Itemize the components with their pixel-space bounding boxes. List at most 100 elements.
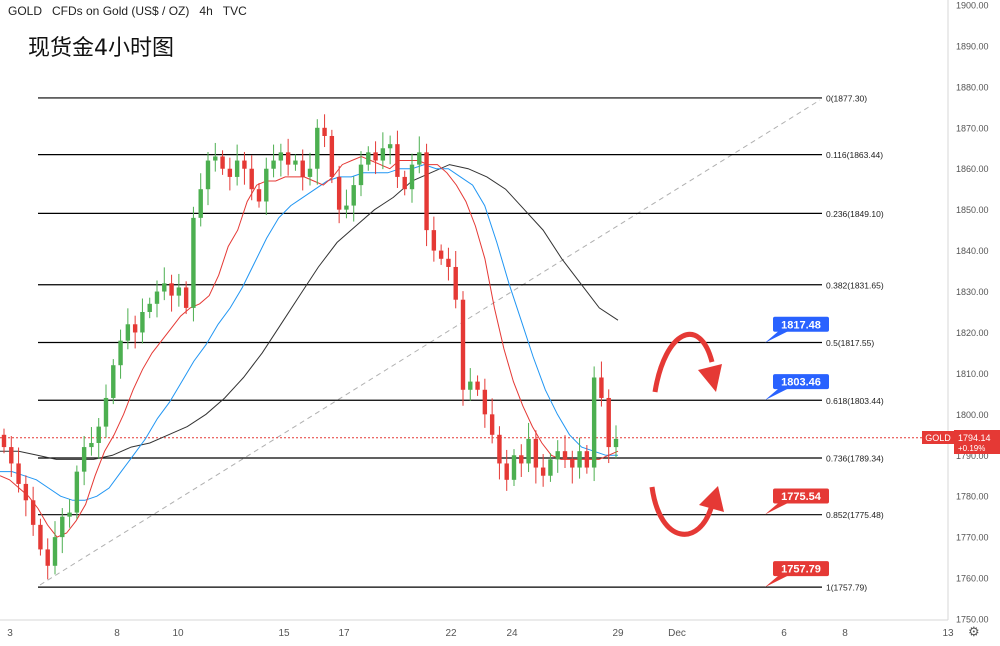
y-tick-label: 1780.00 [956, 492, 989, 502]
candle-down [256, 189, 262, 202]
candle-down [424, 152, 429, 231]
y-tick-label: 1770.00 [956, 533, 989, 543]
candle-up [591, 377, 597, 468]
candle-up [52, 537, 58, 566]
callout-pointer [765, 388, 789, 401]
candle-down [562, 451, 568, 460]
arrow-bottom-head [699, 486, 724, 512]
fib-label: 0.618(1803.44) [826, 396, 884, 406]
candle-down [402, 176, 407, 190]
fibonacci-levels[interactable]: 0(1877.30) 0.116(1863.44) 0.236(1849.10) 0.… [38, 93, 884, 593]
interval-label[interactable]: 4h [199, 4, 213, 18]
candle-down [285, 152, 291, 165]
candle-up [315, 127, 320, 169]
y-tick-label: 1850.00 [956, 205, 989, 215]
candle-up [613, 438, 619, 448]
callout-box [773, 561, 829, 577]
candle-up [205, 160, 211, 190]
y-tick-label: 1890.00 [956, 41, 989, 51]
y-tick-label: 1900.00 [956, 1, 989, 11]
x-tick-label: 3 [7, 628, 13, 639]
candle-up [380, 148, 386, 161]
candle-up [234, 160, 240, 177]
candle-down [220, 156, 225, 169]
ema-mid-line [0, 164, 618, 501]
candle-up [344, 205, 349, 210]
fib-label: 0(1877.30) [826, 93, 867, 103]
y-tick-label: 1870.00 [956, 123, 989, 133]
candle-up [293, 160, 298, 165]
price-callouts: 1817.48 1803.46 1775.54 1757.79 [765, 316, 829, 588]
fib-label: 0.852(1775.48) [826, 510, 884, 520]
instrument-description: CFDs on Gold (US$ / OZ) [52, 4, 190, 18]
candle-up [213, 156, 218, 161]
fib-label: 0.116(1863.44) [826, 150, 883, 160]
candle-up [154, 291, 160, 304]
callout-label: 1775.54 [781, 491, 822, 503]
candle-up [74, 471, 80, 513]
candle-up [89, 442, 94, 448]
candle-down [431, 230, 437, 251]
fib-label: 1(1757.79) [826, 583, 867, 593]
candle-up [548, 459, 553, 476]
candle-down [453, 266, 458, 300]
arrow-bottom-curve [649, 486, 715, 537]
candle-up [366, 152, 371, 165]
candle-down [460, 299, 466, 390]
candle-down [475, 381, 480, 390]
candle-down [329, 135, 335, 177]
y-tick-label: 1760.00 [956, 574, 989, 584]
candle-up [176, 287, 182, 296]
price-tag-change: +0.19% [958, 444, 985, 453]
x-tick-label: 22 [445, 628, 457, 639]
candle-up [307, 168, 313, 177]
current-price-tag: GOLD 1794.14 +0.19% [922, 430, 1000, 454]
y-tick-label: 1790.00 [956, 451, 989, 461]
arrow-top-head [698, 364, 722, 392]
price-tag-symbol: GOLD [925, 433, 951, 443]
gear-icon[interactable]: ⚙ [968, 624, 980, 639]
price-axis[interactable]: 1900.00 1890.00 1880.00 1870.00 1860.00 1850.… [956, 1, 989, 625]
x-tick-label: 17 [338, 628, 350, 639]
callout-pointer [765, 330, 789, 343]
x-tick-label: 29 [612, 628, 624, 639]
candle-up [468, 381, 473, 390]
callout-box [773, 488, 829, 504]
candle-down [1, 434, 7, 448]
x-tick-label: 13 [942, 628, 954, 639]
candle-down [533, 438, 539, 468]
y-tick-label: 1860.00 [956, 164, 989, 174]
chart-header: GOLD CFDs on Gold (US$ / OZ) 4h TVC [8, 4, 257, 18]
candle-up [140, 312, 145, 333]
candle-down [45, 549, 50, 566]
candle-up [555, 451, 560, 460]
candle-up [351, 185, 356, 206]
y-tick-label: 1830.00 [956, 287, 989, 297]
candle-down [242, 160, 247, 169]
callout-pointer [765, 502, 789, 515]
x-tick-label: 6 [781, 628, 787, 639]
candlesticks [1, 114, 619, 580]
candle-down [599, 377, 604, 398]
callout-box [773, 316, 829, 332]
time-axis[interactable]: 3 8 10 15 17 22 24 29 Dec 6 8 13 [7, 628, 954, 639]
ma-slow-line [0, 164, 619, 460]
fib-label: 0.5(1817.55) [826, 338, 874, 348]
x-tick-label: 8 [842, 628, 848, 639]
symbol-label[interactable]: GOLD [8, 4, 43, 18]
callout-label: 1757.79 [781, 564, 821, 576]
candle-down [300, 160, 305, 177]
candle-up [60, 516, 65, 538]
candle-up [96, 426, 101, 443]
x-tick-label: Dec [668, 628, 686, 639]
candle-down [183, 287, 189, 308]
callout-label: 1803.46 [781, 377, 821, 389]
candle-down [373, 152, 378, 161]
candle-down [438, 250, 444, 259]
candle-down [489, 414, 495, 435]
candle-up [147, 303, 152, 312]
callout-pointer [765, 575, 789, 588]
candle-up [67, 512, 72, 517]
candle-down [606, 397, 611, 448]
